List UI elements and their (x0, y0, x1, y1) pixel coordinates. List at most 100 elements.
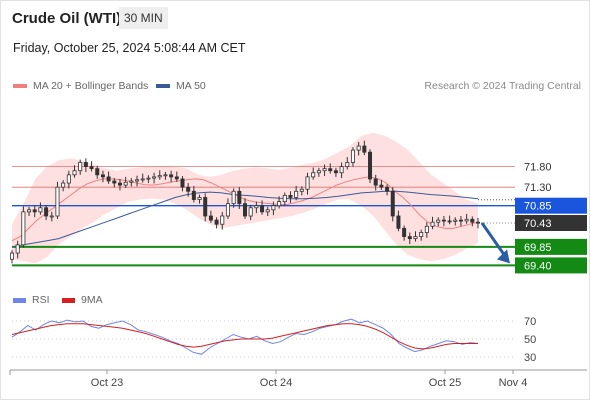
candle-up (72, 170, 77, 176)
candle (146, 175, 151, 184)
candle-up (123, 181, 128, 186)
rsi-series-rsi (11, 318, 479, 355)
candle-up (197, 197, 202, 200)
candle-down (242, 203, 247, 217)
candle (242, 198, 247, 219)
candle-down (396, 215, 401, 229)
rsi-panel: 70 50 30 (11, 316, 536, 364)
candle (402, 225, 407, 241)
legend-ma50-label: MA 50 (176, 80, 206, 92)
candle-up (231, 190, 236, 205)
candle (430, 216, 435, 230)
candle (294, 185, 299, 201)
candle-down (117, 182, 122, 186)
candle-up (430, 221, 435, 227)
legend-ma50: MA 50 (156, 80, 206, 92)
level-tag-69-40 (515, 257, 587, 274)
candle (152, 172, 157, 184)
level-label-71-80: 71.80 (524, 162, 552, 174)
candle (15, 240, 20, 259)
candle (9, 250, 14, 264)
legend-ma20: MA 20 + Bollinger Bands (13, 80, 148, 92)
ma50-line (11, 190, 479, 248)
candle-down (390, 190, 395, 217)
candle (333, 167, 338, 177)
x-tick-label: Nov 4 (499, 377, 528, 389)
candle (123, 176, 128, 188)
legend-9ma-label: 9MA (81, 294, 103, 306)
candle-up (316, 170, 321, 174)
candle (174, 171, 179, 182)
candle-up (157, 175, 162, 178)
candle (237, 187, 242, 209)
candle (379, 179, 384, 191)
candle (61, 180, 66, 192)
legend-rsi: RSI (13, 294, 50, 306)
instrument-title: Crude Oil (WTI) (12, 10, 122, 27)
candle (117, 178, 122, 191)
candle (322, 164, 327, 177)
candle (385, 184, 390, 196)
forecast-arrow-shaft (480, 222, 508, 259)
candle-up (9, 252, 14, 260)
candles-layer (9, 140, 480, 264)
candle-up (464, 218, 469, 222)
candle-up (294, 190, 299, 198)
candle (32, 205, 37, 218)
legend-ma20-label: MA 20 + Bollinger Bands (33, 80, 149, 92)
candle-down (180, 178, 185, 188)
candle (305, 172, 310, 195)
candle (27, 206, 32, 216)
candle-down (475, 221, 480, 224)
candle (407, 232, 412, 244)
candle (72, 165, 77, 178)
candle (413, 231, 418, 242)
bollinger-band (12, 132, 478, 264)
candle-up (453, 219, 458, 222)
candle (288, 191, 293, 203)
candle-down (385, 186, 390, 192)
x-tick-label: Oct 24 (260, 377, 292, 389)
candle-down (333, 170, 338, 174)
copyright-label: Research © 2024 Trading Central (424, 80, 581, 92)
candle-up (305, 176, 310, 190)
candle (316, 167, 321, 177)
forecast-arrow-head (497, 249, 510, 264)
candle-down (191, 190, 196, 200)
candle-up (135, 179, 140, 182)
candle-up (61, 182, 66, 188)
candle-up (225, 203, 230, 217)
candle (390, 187, 395, 222)
candle-down (368, 151, 373, 180)
candle (475, 218, 480, 229)
candle (203, 193, 208, 222)
candle (248, 204, 253, 221)
candle-down (214, 219, 219, 225)
candle-down (112, 180, 117, 184)
candle-up (163, 174, 168, 177)
candle-up (311, 172, 316, 178)
candle (78, 159, 83, 175)
candle-up (152, 176, 157, 179)
level-tag-70-85 (515, 197, 587, 214)
candle-up (254, 205, 259, 209)
candle (373, 174, 378, 191)
timeframe-button[interactable]: 30 MIN (119, 7, 168, 29)
candle-up (66, 174, 71, 184)
candle (55, 181, 60, 219)
candle (197, 194, 202, 204)
candle-down (89, 166, 94, 170)
x-axis: Oct 23 Oct 24 Oct 25 Nov 4 (9, 369, 587, 389)
candle (140, 173, 145, 183)
bollinger-band-layer (12, 132, 478, 264)
candle-up (339, 166, 344, 174)
candle (419, 229, 424, 241)
candle-up (436, 219, 441, 223)
candle (191, 185, 196, 203)
candle (66, 170, 71, 189)
candle (339, 162, 344, 179)
candle-up (299, 188, 304, 192)
candle-down (379, 184, 384, 188)
candle-down (169, 174, 174, 178)
candle (95, 165, 100, 179)
